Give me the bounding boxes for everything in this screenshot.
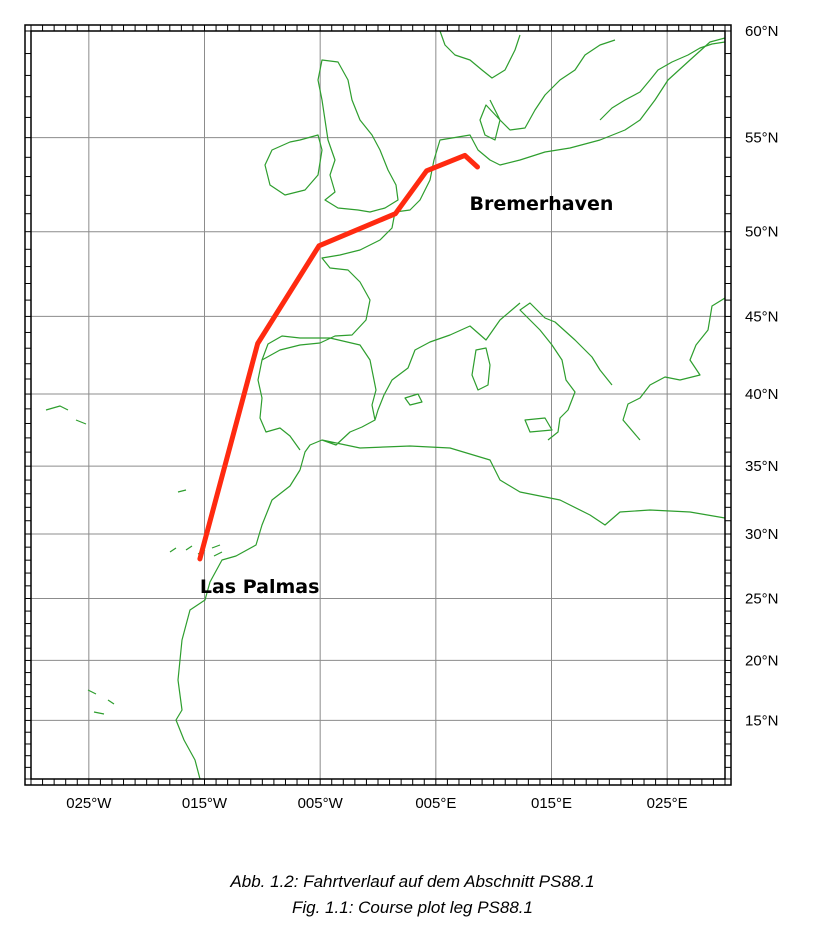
- lat-label-8: 20°N: [745, 652, 779, 669]
- coastlines: [45, 31, 725, 779]
- place-labels: Bremerhaven Las Palmas: [200, 193, 614, 598]
- lon-label-0: 025°W: [66, 795, 112, 812]
- longitude-labels: 025°W 015°W 005°W 005°E 015°E 025°E: [66, 795, 687, 812]
- coastline-scandinavia: [439, 31, 616, 141]
- coastline-sardinia-corsica: [471, 347, 491, 391]
- coastline-ireland: [264, 134, 323, 196]
- map-background: [31, 31, 725, 779]
- lat-label-6: 30°N: [745, 526, 779, 543]
- coastline-azores: [45, 405, 87, 425]
- coastline-balearics: [404, 393, 423, 406]
- lat-label-3: 45°N: [745, 308, 779, 325]
- graticule: [31, 31, 725, 779]
- lat-label-4: 40°N: [745, 386, 779, 403]
- track-line: [197, 152, 480, 562]
- lat-label-0: 60°N: [745, 23, 779, 40]
- course-track: [197, 152, 480, 562]
- lat-label-7: 25°N: [745, 591, 779, 608]
- lat-label-1: 55°N: [745, 130, 779, 147]
- coastline-western-europe: [261, 37, 725, 361]
- lat-label-2: 50°N: [745, 224, 779, 241]
- caption-german: Abb. 1.2: Fahrtverlauf auf dem Abschnitt…: [230, 872, 595, 891]
- place-label-bremerhaven: Bremerhaven: [469, 193, 613, 215]
- lon-label-2: 005°W: [298, 795, 344, 812]
- lat-label-5: 35°N: [745, 458, 779, 475]
- coastline-continental: [175, 297, 725, 779]
- course-plot-map: Bremerhaven Las Palmas 60°N 55°N 50°N 45°N 40…: [24, 23, 779, 812]
- lat-label-9: 15°N: [745, 712, 779, 729]
- frame-ticks: [25, 25, 731, 785]
- latitude-labels: 60°N 55°N 50°N 45°N 40°N 35°N 30°N 25°N 20°N 15°N: [745, 23, 779, 729]
- coastline-sicily: [524, 417, 553, 433]
- place-label-las-palmas: Las Palmas: [200, 576, 320, 598]
- lon-label-3: 005°E: [415, 795, 456, 812]
- coastline-madeira: [177, 489, 187, 493]
- caption-english: Fig. 1.1: Course plot leg PS88.1: [292, 898, 533, 917]
- coastline-great-britain: [317, 59, 399, 213]
- lon-label-5: 025°E: [647, 795, 688, 812]
- coastline-eastern-europe: [599, 41, 725, 121]
- coastline-cape-verde: [87, 689, 115, 715]
- lon-label-1: 015°W: [182, 795, 228, 812]
- lon-label-4: 015°E: [531, 795, 572, 812]
